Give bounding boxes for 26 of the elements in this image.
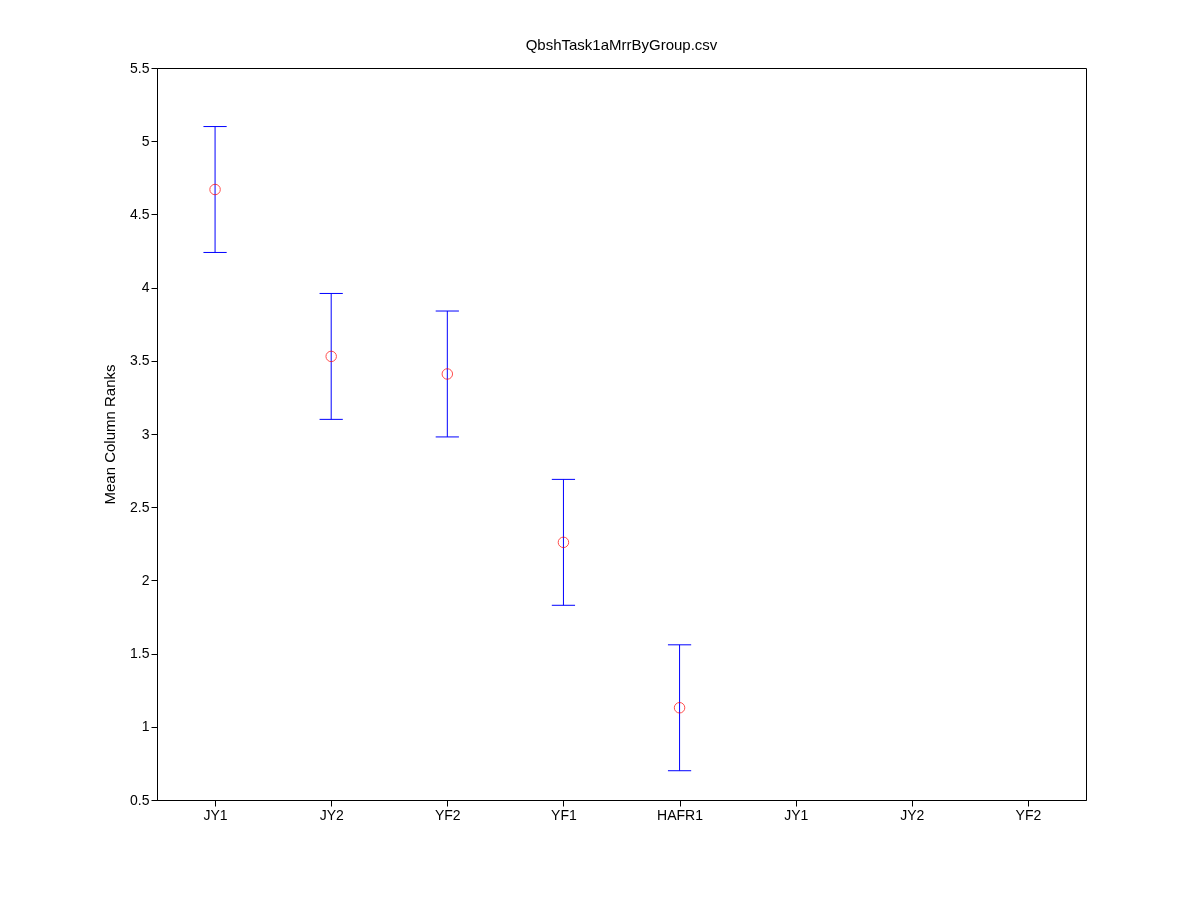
point bbox=[325, 350, 337, 363]
y-tick-label: 4.5 bbox=[130, 205, 150, 222]
y-tick-label: 2.5 bbox=[130, 498, 150, 515]
y-tick-label: 1.5 bbox=[130, 645, 150, 662]
x-tick-label: YF2 bbox=[1015, 806, 1042, 823]
y-tick-label: 0.5 bbox=[130, 791, 150, 808]
y-tick-label: 5.5 bbox=[130, 59, 150, 76]
point bbox=[209, 183, 221, 196]
y-tick-label: 4 bbox=[141, 279, 150, 296]
y-tick-label: 1 bbox=[141, 718, 150, 735]
y-tick-label: 3 bbox=[141, 425, 150, 442]
x-tick-label: JY2 bbox=[319, 806, 344, 823]
x-tick-label: YF2 bbox=[434, 806, 461, 823]
x-tick-label: YF1 bbox=[551, 806, 577, 823]
point bbox=[557, 536, 570, 549]
y-tick-label: 5 bbox=[141, 132, 150, 149]
point bbox=[441, 368, 454, 380]
point bbox=[673, 702, 686, 714]
chart-title: QbshTask1aMrrByGroup.csv bbox=[525, 36, 718, 53]
y-tick-label: 2 bbox=[141, 571, 150, 588]
y-tick-label: 3.5 bbox=[130, 352, 150, 369]
x-tick-label: JY2 bbox=[900, 806, 925, 823]
y-axis-title: Mean Column Ranks bbox=[101, 364, 119, 505]
x-tick-label: HAFR1 bbox=[657, 806, 704, 823]
x-tick-label: JY1 bbox=[203, 806, 228, 823]
x-tick-label: JY1 bbox=[784, 806, 809, 823]
